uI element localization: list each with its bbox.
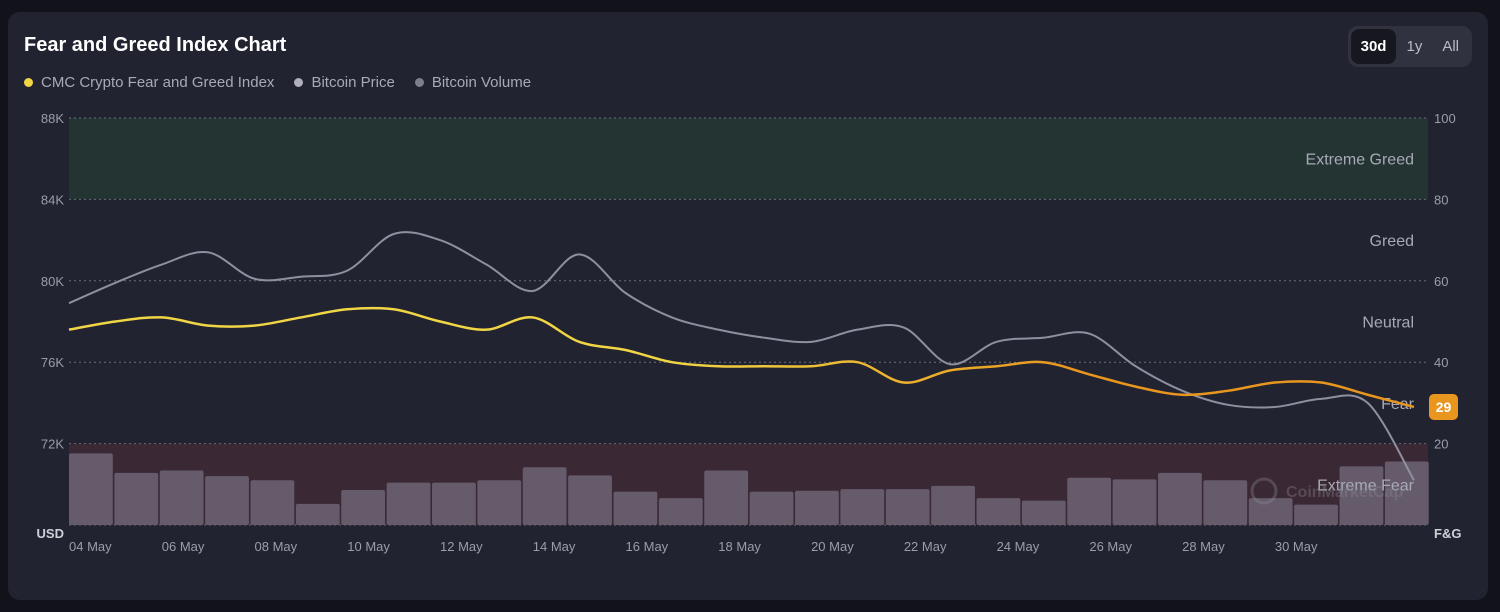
zone-label-extreme-fear: Extreme Fear xyxy=(1317,477,1415,494)
left-axis-tick-label: 80K xyxy=(41,274,64,289)
current-value-label: 29 xyxy=(1436,399,1452,415)
x-axis-tick-label: 04 May xyxy=(69,539,112,554)
volume-bar xyxy=(1384,461,1429,525)
legend-label-bitcoin-volume: Bitcoin Volume xyxy=(431,74,532,91)
volume-bar xyxy=(704,470,749,525)
volume-bar xyxy=(1067,477,1112,525)
legend-dot-fear-greed xyxy=(24,78,33,87)
legend-dot-bitcoin-price xyxy=(294,78,304,87)
volume-bar xyxy=(295,503,340,525)
volume-bar xyxy=(69,453,113,525)
left-axis-tick-label: 72K xyxy=(41,437,64,452)
x-axis-tick-label: 08 May xyxy=(255,539,298,554)
x-axis-tick-label: 20 May xyxy=(811,539,854,554)
x-axis-tick-label: 22 May xyxy=(904,539,947,554)
volume-bar xyxy=(205,476,249,525)
volume-bar xyxy=(568,475,612,525)
x-axis-tick-label: 26 May xyxy=(1089,539,1132,554)
right-axis-tick-label: 20 xyxy=(1434,437,1448,452)
volume-bar xyxy=(250,480,295,525)
x-axis-tick-label: 16 May xyxy=(626,539,669,554)
x-axis-tick-label: 06 May xyxy=(162,539,205,554)
legend-item-fear-greed[interactable]: CMC Crypto Fear and Greed Index xyxy=(24,74,274,91)
volume-bar xyxy=(658,498,703,525)
x-axis-tick-label: 10 May xyxy=(347,539,390,554)
volume-bar xyxy=(976,498,1021,525)
volume-bar xyxy=(432,482,476,525)
right-axis-tick-label: 80 xyxy=(1434,192,1448,207)
time-range-tabs: 30d 1y All xyxy=(1347,26,1472,67)
right-axis-tick-label: 100 xyxy=(1434,111,1456,126)
zone-label-neutral: Neutral xyxy=(1362,315,1414,332)
series-line-bitcoin-price xyxy=(68,231,1415,481)
watermark-logo-icon xyxy=(1250,477,1278,505)
current-value-badge xyxy=(1429,393,1458,420)
right-axis-tick-label: 40 xyxy=(1434,355,1448,370)
volume-bar xyxy=(1112,479,1157,525)
zone-label-greed: Greed xyxy=(1370,233,1414,250)
zone-label-extreme-greed: Extreme Greed xyxy=(1306,152,1414,169)
volume-bar xyxy=(1203,480,1248,525)
volume-bar xyxy=(1294,504,1338,525)
x-axis-tick-label: 18 May xyxy=(718,539,761,554)
x-axis-tick-label: 12 May xyxy=(440,539,483,554)
series-line-fear-greed xyxy=(68,306,1415,409)
watermark: CoinMarketCap xyxy=(1250,477,1404,505)
x-axis-tick-label: 30 May xyxy=(1275,539,1318,554)
tab-all[interactable]: All xyxy=(1442,38,1459,55)
left-axis-tick-label: 84K xyxy=(41,192,64,207)
volume-bar xyxy=(114,472,159,525)
legend-label-fear-greed: CMC Crypto Fear and Greed Index xyxy=(41,74,275,91)
chart-legend: CMC Crypto Fear and Greed Index Bitcoin … xyxy=(24,74,531,91)
left-axis-tick-label: 88K xyxy=(41,111,64,126)
x-axis-tick-label: 28 May xyxy=(1182,539,1225,554)
chart-title: Fear and Greed Index Chart xyxy=(24,34,287,56)
left-axis-tick-label: 76K xyxy=(41,355,64,370)
right-axis-tick-label: 60 xyxy=(1434,274,1448,289)
watermark-text: CoinMarketCap xyxy=(1286,484,1404,501)
volume-bar xyxy=(159,470,204,525)
legend-item-bitcoin-price[interactable]: Bitcoin Price xyxy=(294,74,395,91)
volume-bar xyxy=(613,491,658,525)
zone-band-extreme-greed xyxy=(69,118,1428,200)
legend-label-bitcoin-price: Bitcoin Price xyxy=(311,74,395,91)
right-axis-title: F&G xyxy=(1434,526,1461,541)
volume-bar xyxy=(477,480,522,525)
volume-bar xyxy=(341,489,386,525)
volume-bar xyxy=(931,485,975,525)
x-axis-tick-label: 14 May xyxy=(533,539,576,554)
volume-bar xyxy=(1248,498,1293,525)
x-axis-tick-label: 24 May xyxy=(997,539,1040,554)
tab-30d[interactable]: 30d xyxy=(1350,29,1397,64)
tab-1y[interactable]: 1y xyxy=(1406,38,1423,55)
volume-bar xyxy=(749,491,794,525)
legend-item-bitcoin-volume[interactable]: Bitcoin Volume xyxy=(414,74,532,91)
left-axis-title: USD xyxy=(37,526,64,541)
legend-dot-bitcoin-volume xyxy=(414,78,424,87)
volume-bar xyxy=(1021,500,1066,525)
volume-bar xyxy=(885,489,930,525)
volume-bar xyxy=(795,490,839,525)
volume-bar xyxy=(840,489,885,525)
volume-bar xyxy=(522,467,567,525)
volume-bar xyxy=(386,482,431,525)
volume-bar xyxy=(1339,466,1384,525)
volume-bar xyxy=(1158,472,1202,525)
